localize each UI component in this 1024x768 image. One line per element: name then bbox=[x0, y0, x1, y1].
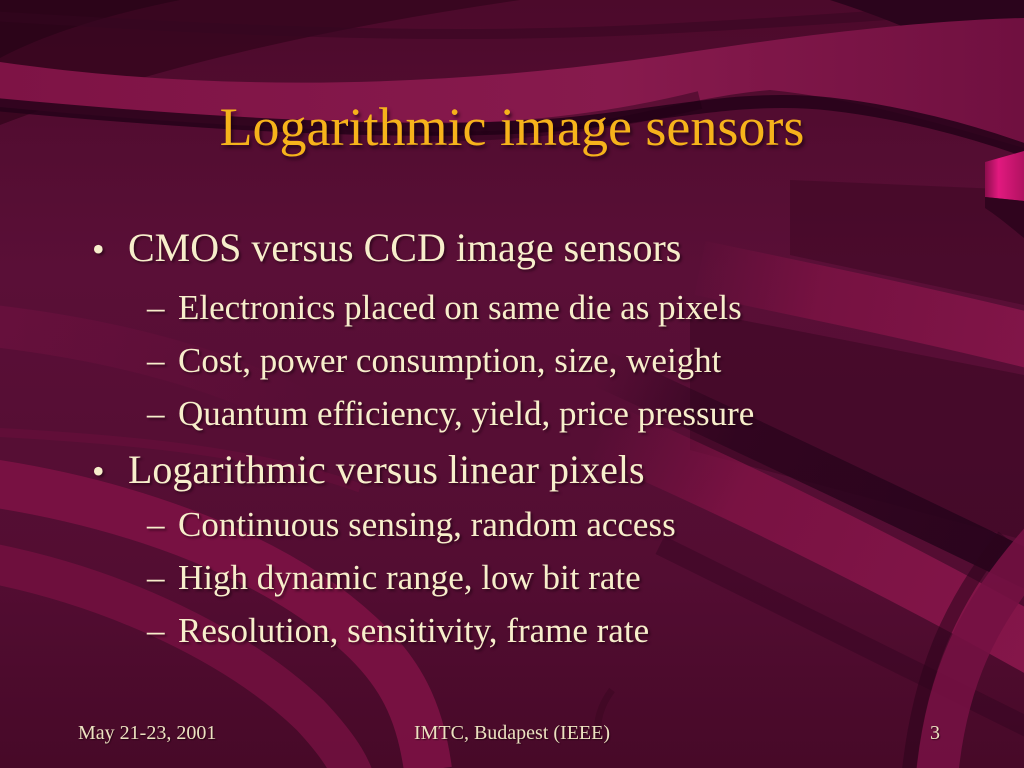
sub-bullet-text: High dynamic range, low bit rate bbox=[178, 558, 641, 597]
footer-page-number: 3 bbox=[930, 722, 940, 744]
dash-icon: – bbox=[147, 341, 165, 380]
dash-icon: – bbox=[147, 394, 165, 433]
sub-bullet-text: Electronics placed on same die as pixels bbox=[178, 288, 742, 327]
sub-bullet-text: Continuous sensing, random access bbox=[178, 505, 676, 544]
footer-venue: IMTC, Budapest (IEEE) bbox=[413, 722, 611, 744]
bullet-dot-icon: • bbox=[92, 451, 105, 491]
sub-bullet-item: – Resolution, sensitivity, frame rate bbox=[147, 611, 649, 650]
sub-bullet-item: – High dynamic range, low bit rate bbox=[147, 558, 641, 597]
sub-bullet-text: Resolution, sensitivity, frame rate bbox=[178, 611, 650, 650]
dash-icon: – bbox=[147, 611, 165, 650]
sub-bullet-text: Cost, power consumption, size, weight bbox=[178, 341, 722, 380]
bullet-item: • Logarithmic versus linear pixels bbox=[92, 448, 645, 493]
footer-date: May 21-23, 2001 bbox=[78, 722, 217, 744]
sub-bullet-item: – Electronics placed on same die as pixe… bbox=[147, 288, 742, 327]
dash-icon: – bbox=[147, 505, 165, 544]
sub-bullet-item: – Quantum efficiency, yield, price press… bbox=[147, 394, 754, 433]
slide-title: Logarithmic image sensors bbox=[219, 97, 805, 157]
bullet-item: • CMOS versus CCD image sensors bbox=[92, 226, 681, 271]
dash-icon: – bbox=[147, 558, 165, 597]
bullet-text: CMOS versus CCD image sensors bbox=[128, 225, 682, 270]
sub-bullet-item: – Cost, power consumption, size, weight bbox=[147, 341, 721, 380]
bullet-text: Logarithmic versus linear pixels bbox=[128, 447, 645, 492]
sub-bullet-item: – Continuous sensing, random access bbox=[147, 505, 676, 544]
bullet-dot-icon: • bbox=[92, 229, 105, 269]
sub-bullet-text: Quantum efficiency, yield, price pressur… bbox=[178, 394, 755, 433]
dash-icon: – bbox=[147, 288, 165, 327]
